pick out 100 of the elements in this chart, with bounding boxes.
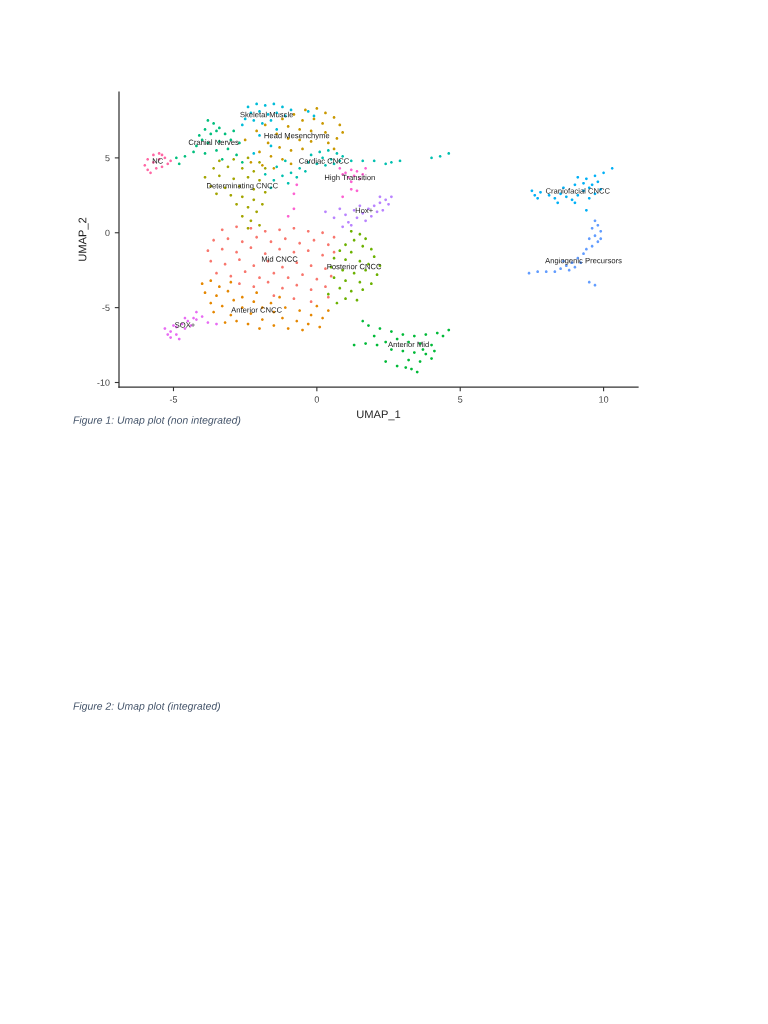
point (215, 322, 218, 326)
point (344, 213, 347, 217)
point (286, 276, 290, 280)
y-tick-label: 0 (105, 229, 110, 237)
point (298, 309, 302, 313)
point (252, 264, 256, 268)
point (301, 119, 304, 122)
point (318, 150, 322, 154)
point (281, 286, 284, 290)
point (324, 111, 327, 115)
point (338, 166, 342, 170)
point (553, 270, 557, 274)
point (610, 166, 614, 170)
point (240, 160, 244, 164)
point (301, 273, 304, 277)
point (252, 119, 256, 122)
point (260, 202, 264, 206)
point (272, 324, 276, 327)
point (361, 319, 365, 323)
point (255, 102, 259, 106)
point (223, 321, 227, 324)
point (255, 129, 259, 133)
point (344, 243, 347, 247)
point (258, 134, 261, 137)
point (286, 327, 290, 330)
point (263, 229, 267, 233)
point (286, 125, 290, 128)
point (332, 235, 336, 239)
point (390, 330, 393, 333)
y-axis-title: UMAP_2 (78, 217, 89, 261)
point (292, 297, 296, 301)
point (212, 310, 216, 314)
point (263, 104, 267, 107)
point (332, 116, 336, 119)
point (212, 166, 216, 170)
point (341, 195, 345, 199)
point (324, 267, 327, 271)
y-tick-label: -5 (102, 304, 110, 311)
point (321, 316, 324, 320)
point (582, 181, 585, 185)
point (585, 208, 588, 212)
point (593, 219, 597, 223)
point (232, 298, 236, 302)
x-tick-label: 5 (458, 396, 463, 403)
point (246, 175, 250, 179)
point (258, 178, 261, 182)
point (275, 128, 279, 131)
point (217, 174, 221, 178)
point (418, 360, 422, 363)
point (324, 285, 327, 289)
point (206, 321, 210, 324)
point (249, 160, 253, 164)
point (324, 163, 327, 167)
point (332, 216, 336, 220)
point (585, 177, 588, 181)
point (582, 252, 585, 256)
point (258, 223, 261, 227)
point (235, 319, 238, 323)
point (235, 202, 238, 206)
point (215, 294, 218, 298)
point (372, 204, 376, 208)
point (263, 252, 267, 256)
point (321, 231, 324, 235)
point (246, 205, 250, 209)
point (281, 105, 284, 109)
point (183, 155, 187, 158)
point (240, 195, 244, 199)
point (306, 249, 310, 253)
point (269, 240, 273, 244)
point (390, 160, 393, 164)
point (321, 122, 324, 125)
point (344, 297, 347, 301)
point (364, 237, 367, 241)
point (381, 208, 385, 212)
point (209, 259, 213, 263)
point (593, 234, 597, 238)
point (206, 119, 210, 122)
point (252, 198, 256, 202)
point (232, 158, 236, 161)
point (278, 146, 281, 149)
point (195, 310, 198, 314)
point (217, 126, 221, 130)
point (260, 318, 264, 321)
point (235, 153, 238, 157)
point (544, 270, 548, 274)
point (430, 343, 433, 347)
point (309, 264, 313, 268)
point (349, 229, 353, 233)
point (143, 163, 147, 167)
point (585, 247, 588, 251)
point (430, 357, 433, 360)
point (215, 129, 218, 133)
point (212, 238, 216, 242)
point (309, 288, 313, 292)
point (200, 315, 204, 319)
point (372, 255, 376, 259)
point (315, 107, 319, 110)
point (283, 306, 287, 310)
point (203, 128, 207, 131)
point (324, 210, 327, 214)
